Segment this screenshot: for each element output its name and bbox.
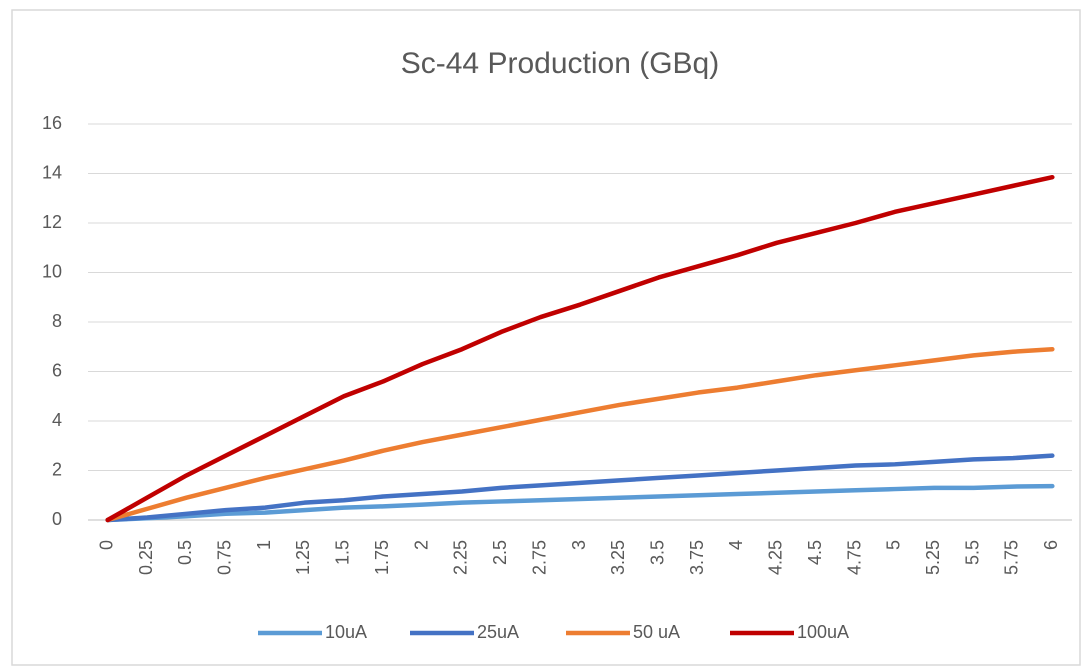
x-tick-label: 6 [1041, 540, 1061, 550]
y-tick-label: 0 [52, 509, 62, 529]
x-tick-label: 0.5 [175, 540, 195, 565]
x-tick-label: 3.5 [647, 540, 667, 565]
x-tick-label: 3 [569, 540, 589, 550]
legend-label: 100uA [797, 622, 849, 642]
y-tick-label: 4 [52, 410, 62, 430]
x-tick-label: 0.75 [215, 540, 235, 575]
x-tick-label: 5.75 [1002, 540, 1022, 575]
data-line [105, 346, 1055, 523]
x-tick-label: 4 [726, 540, 746, 550]
data-line [105, 483, 1055, 523]
x-tick-label: 1.5 [333, 540, 353, 565]
y-tick-label: 6 [52, 360, 62, 380]
y-tick-label: 14 [42, 162, 62, 182]
y-tick-label: 8 [52, 311, 62, 331]
legend-label: 10uA [325, 622, 367, 642]
x-tick-label: 2.5 [490, 540, 510, 565]
legend-label: 50 uA [633, 622, 680, 642]
x-tick-label: 1 [254, 540, 274, 550]
x-tick-label: 5 [884, 540, 904, 550]
x-tick-label: 4.5 [805, 540, 825, 565]
y-tick-label: 16 [42, 113, 62, 133]
legend-label: 25uA [477, 622, 519, 642]
y-tick-label: 2 [52, 459, 62, 479]
x-tick-label: 4.25 [766, 540, 786, 575]
y-tick-label: 10 [42, 261, 62, 281]
x-tick-label: 3.75 [687, 540, 707, 575]
chart-border [11, 9, 1081, 666]
data-line [105, 453, 1055, 523]
x-tick-label: 1.25 [293, 540, 313, 575]
x-tick-label: 4.75 [844, 540, 864, 575]
y-tick-label: 12 [42, 212, 62, 232]
x-tick-label: 2.25 [451, 540, 471, 575]
chart-title: Sc-44 Production (GBq) [401, 47, 719, 80]
x-tick-label: 0.25 [136, 540, 156, 575]
data-line [105, 174, 1055, 523]
x-tick-label: 2 [411, 540, 431, 550]
x-tick-label: 2.75 [529, 540, 549, 575]
x-tick-label: 5.5 [962, 540, 982, 565]
x-tick-label: 3.25 [608, 540, 628, 575]
x-tick-label: 5.25 [923, 540, 943, 575]
x-tick-label: 0 [96, 540, 116, 550]
x-tick-label: 1.75 [372, 540, 392, 575]
